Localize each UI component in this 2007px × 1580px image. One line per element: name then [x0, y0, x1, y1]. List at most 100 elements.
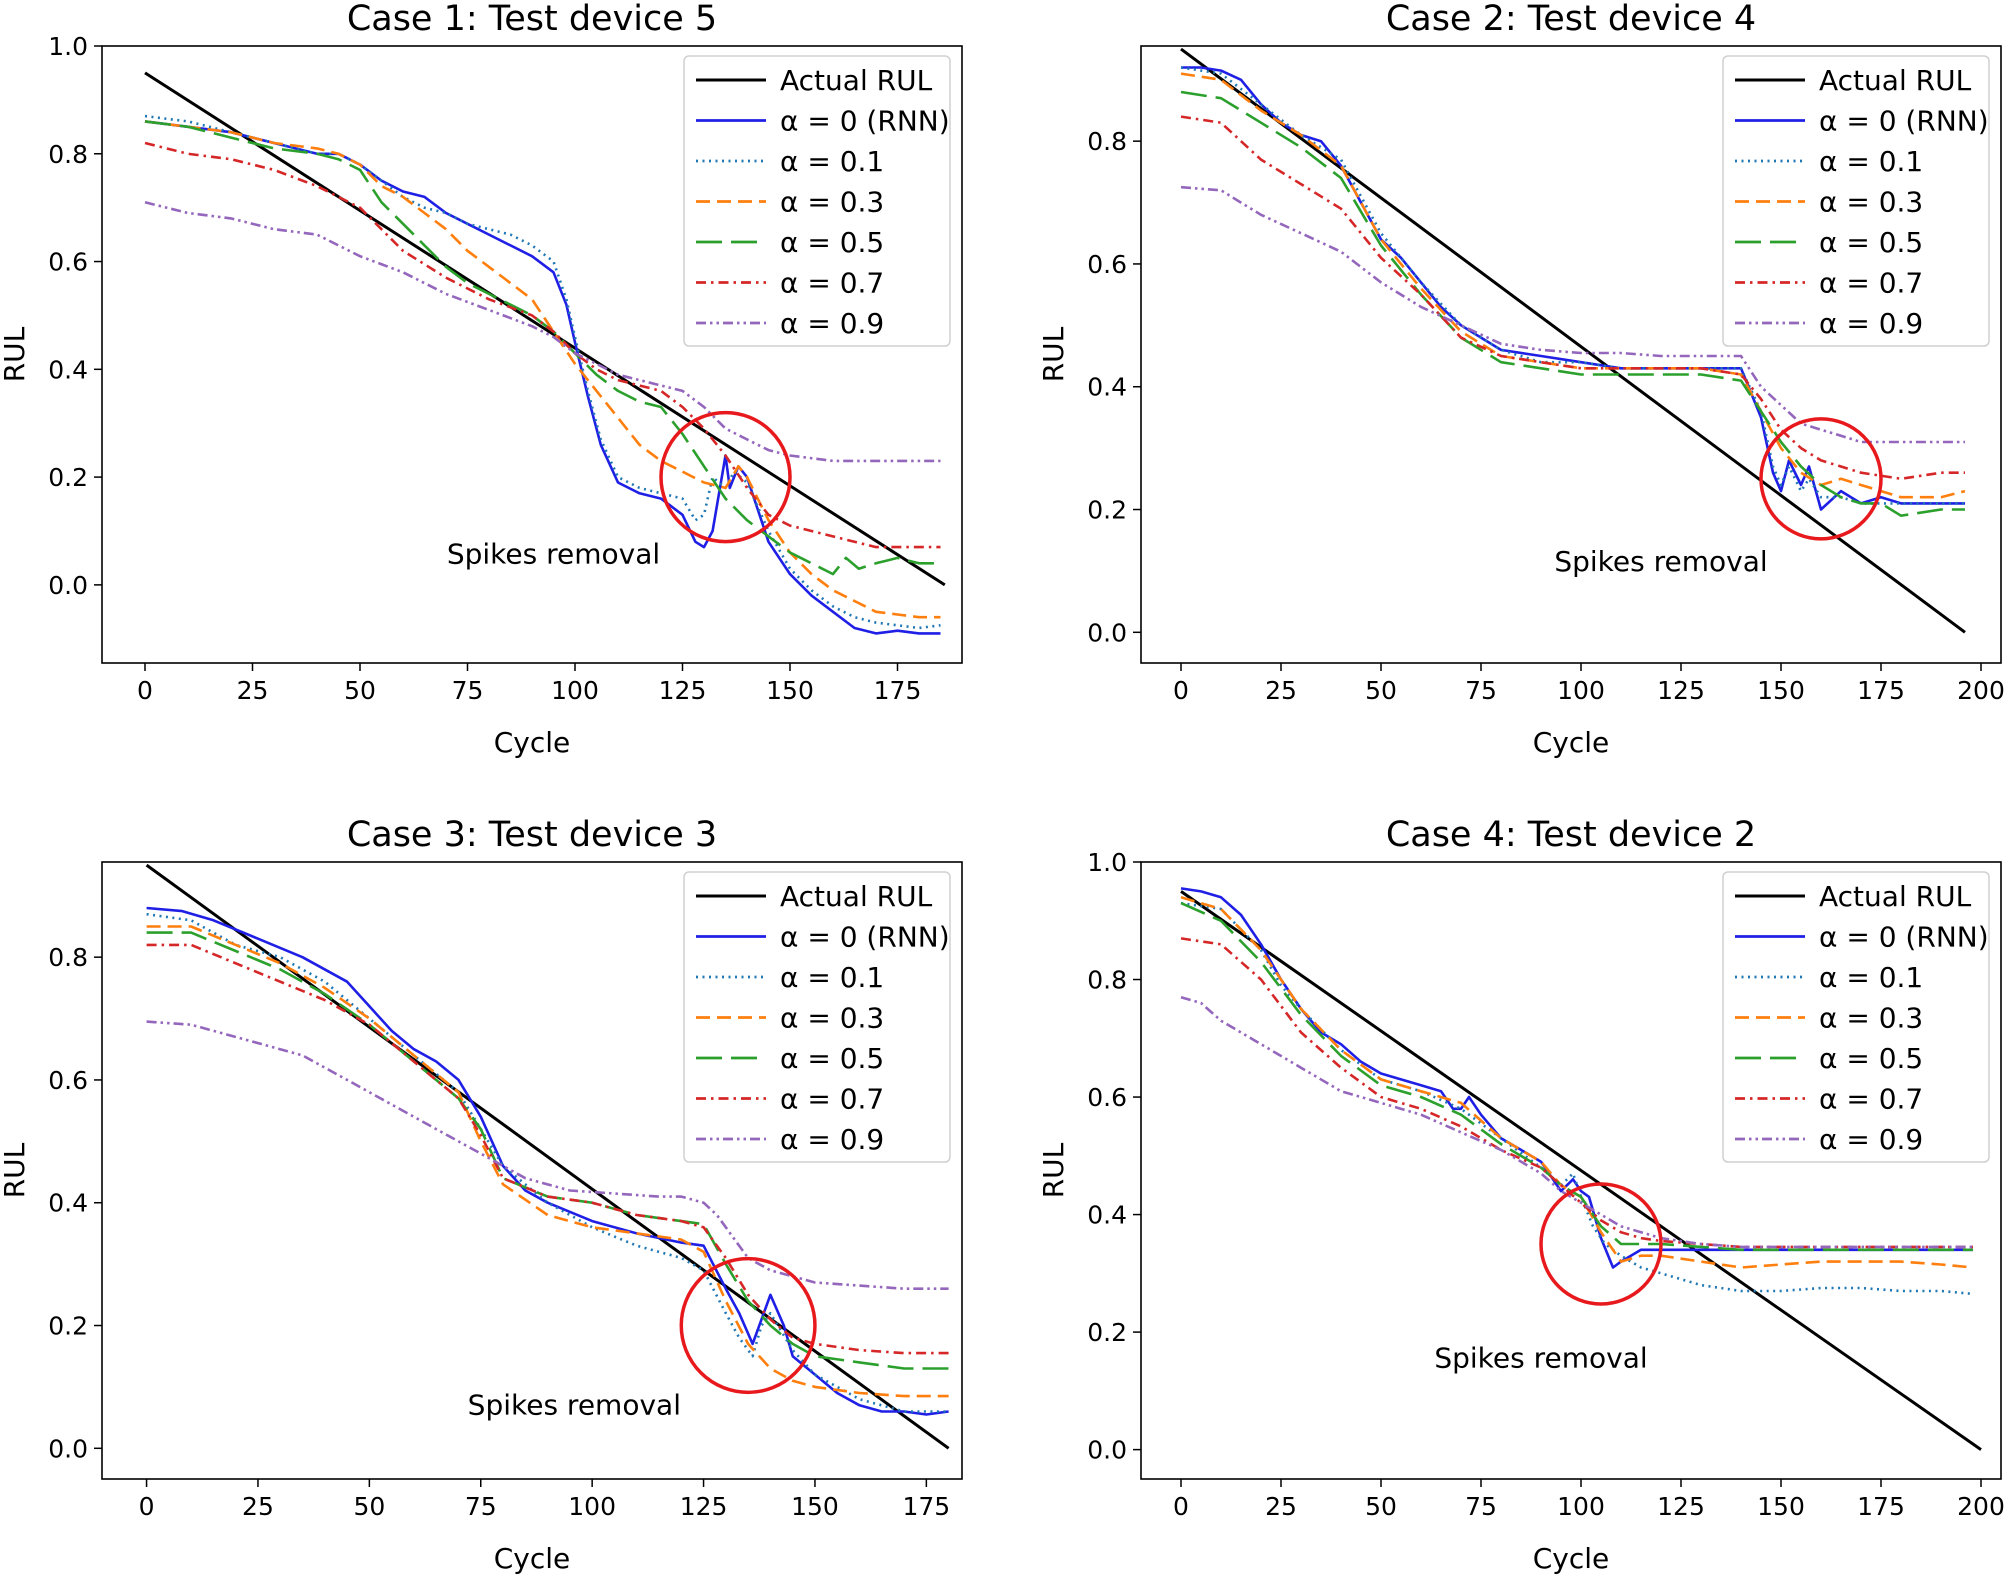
- axes-frame: [1140, 45, 2002, 664]
- x-axis-label: Cycle: [1533, 1542, 1610, 1575]
- x-tick-label: 0: [139, 1492, 155, 1521]
- legend-label-0: Actual RUL: [780, 880, 933, 913]
- y-tick-label: 0.0: [1087, 1436, 1127, 1465]
- x-tick-label: 125: [1657, 1492, 1705, 1521]
- y-tick-label: 0.0: [48, 1434, 88, 1463]
- spikes-circle: [1759, 417, 1883, 541]
- y-tick-label: 0.6: [1087, 1083, 1127, 1112]
- y-tick-label: 0.2: [48, 463, 88, 492]
- series-line-0: [1180, 890, 1982, 1451]
- x-tick-label: 25: [1265, 1492, 1297, 1521]
- series-line-0: [145, 863, 950, 1450]
- series-line-2: [144, 114, 941, 630]
- legend-label-5: α = 0.7: [780, 267, 884, 300]
- x-tick-label: 75: [465, 1492, 497, 1521]
- x-tick-label: 0: [137, 676, 153, 705]
- y-tick-label: 0.2: [48, 1312, 88, 1341]
- y-tick-label: 0.8: [48, 140, 88, 169]
- legend-label-3: α = 0.3: [780, 1002, 884, 1035]
- legend-label-1: α = 0 (RNN): [780, 105, 950, 138]
- legend: Actual RUL α = 0 (RNN) α = 0.1 α = 0.3 α = 0…: [1722, 871, 1990, 1163]
- series-line-6: [1180, 995, 1973, 1249]
- x-tick-label: 175: [902, 1492, 950, 1521]
- legend: Actual RUL α = 0 (RNN) α = 0.1 α = 0.3 α = 0…: [683, 871, 951, 1163]
- y-tick-label: 1.0: [48, 32, 88, 61]
- series-line-3: [1180, 72, 1966, 499]
- x-tick-label: 150: [1757, 676, 1805, 705]
- chart-title: Case 2: Test device 4: [1386, 0, 1756, 39]
- spikes-annotation: Spikes removal: [1434, 1341, 1647, 1374]
- legend: Actual RUL α = 0 (RNN) α = 0.1 α = 0.3 α = 0…: [683, 55, 951, 347]
- y-axis-label: RUL: [1037, 326, 1070, 382]
- legend-label-6: α = 0.9: [1819, 307, 1923, 340]
- legend-box: [683, 871, 951, 1163]
- y-tick-label: 0.4: [1087, 373, 1127, 402]
- spikes-circle: [1539, 1182, 1663, 1306]
- axes-frame: [101, 45, 963, 664]
- legend-box: [683, 55, 951, 347]
- legend-label-1: α = 0 (RNN): [780, 921, 950, 954]
- y-tick-label: 0.6: [48, 248, 88, 277]
- series-line-5: [144, 141, 941, 549]
- legend-label-0: Actual RUL: [1819, 880, 1972, 913]
- axes-frame: [1140, 861, 2002, 1480]
- x-tick-label: 175: [1857, 1492, 1905, 1521]
- spikes-annotation: Spikes removal: [1554, 545, 1767, 578]
- x-tick-label: 175: [874, 676, 922, 705]
- y-tick-label: 0.0: [48, 571, 88, 600]
- legend-label-3: α = 0.3: [1819, 1002, 1923, 1035]
- x-tick-label: 25: [1265, 676, 1297, 705]
- spikes-circle: [679, 1256, 817, 1395]
- series-group: [1180, 887, 1982, 1451]
- x-axis-label: Cycle: [1533, 726, 1610, 759]
- series-line-6: [1180, 185, 1965, 444]
- legend-box: [1722, 871, 1990, 1163]
- y-tick-label: 0.2: [1087, 1318, 1127, 1347]
- legend-label-2: α = 0.1: [1819, 145, 1923, 178]
- x-tick-label: 50: [1365, 676, 1397, 705]
- x-tick-label: 75: [1465, 1492, 1497, 1521]
- series-line-6: [144, 201, 941, 463]
- legend-label-3: α = 0.3: [1819, 186, 1923, 219]
- chart-panel-2: Case 2: Test device 4 0 25 50 75 100 125 150 175…: [1037, 0, 2005, 759]
- series-line-3: [1180, 896, 1974, 1269]
- spikes-annotation: Spikes removal: [447, 537, 660, 570]
- x-tick-label: 125: [1657, 676, 1705, 705]
- series-line-4: [144, 120, 941, 576]
- legend-label-5: α = 0.7: [1819, 267, 1923, 300]
- series-line-3: [146, 925, 949, 1398]
- x-axis-label: Cycle: [494, 726, 571, 759]
- series-line-4: [1180, 901, 1973, 1252]
- x-axis-label: Cycle: [494, 1542, 571, 1575]
- x-tick-label: 150: [791, 1492, 839, 1521]
- series-line-0: [144, 71, 946, 587]
- y-tick-label: 0.8: [1087, 127, 1127, 156]
- legend-label-1: α = 0 (RNN): [1819, 921, 1989, 954]
- x-tick-label: 50: [1365, 1492, 1397, 1521]
- x-tick-label: 150: [766, 676, 814, 705]
- legend-label-1: α = 0 (RNN): [1819, 105, 1989, 138]
- legend-label-4: α = 0.5: [1819, 226, 1923, 259]
- series-line-2: [1180, 66, 1965, 505]
- y-tick-label: 0.6: [1087, 250, 1127, 279]
- chart-panel-1: Case 1: Test device 5 0 25 50 75 100 125 150 175…: [0, 0, 963, 759]
- chart-title: Case 1: Test device 5: [347, 0, 717, 39]
- x-tick-label: 75: [1465, 676, 1497, 705]
- y-axis-label: RUL: [0, 1142, 31, 1198]
- legend-label-0: Actual RUL: [1819, 64, 1972, 97]
- chart-panel-4: Case 4: Test device 2 0 25 50 75 100 125 150 175…: [1037, 815, 2005, 1575]
- legend-label-2: α = 0.1: [1819, 961, 1923, 994]
- y-tick-label: 0.4: [1087, 1201, 1127, 1230]
- series-line-4: [1180, 90, 1965, 518]
- y-axis-label: RUL: [1037, 1142, 1070, 1198]
- legend-box: [1722, 55, 1990, 347]
- x-tick-label: 25: [237, 676, 269, 705]
- series-line-2: [1180, 901, 1974, 1296]
- series-group: [144, 71, 946, 635]
- x-tick-label: 100: [1557, 1492, 1605, 1521]
- chart-title: Case 4: Test device 2: [1386, 815, 1756, 855]
- legend-label-4: α = 0.5: [1819, 1042, 1923, 1075]
- legend-label-6: α = 0.9: [780, 1123, 884, 1156]
- legend-label-6: α = 0.9: [780, 307, 884, 340]
- spikes-annotation: Spikes removal: [468, 1389, 681, 1422]
